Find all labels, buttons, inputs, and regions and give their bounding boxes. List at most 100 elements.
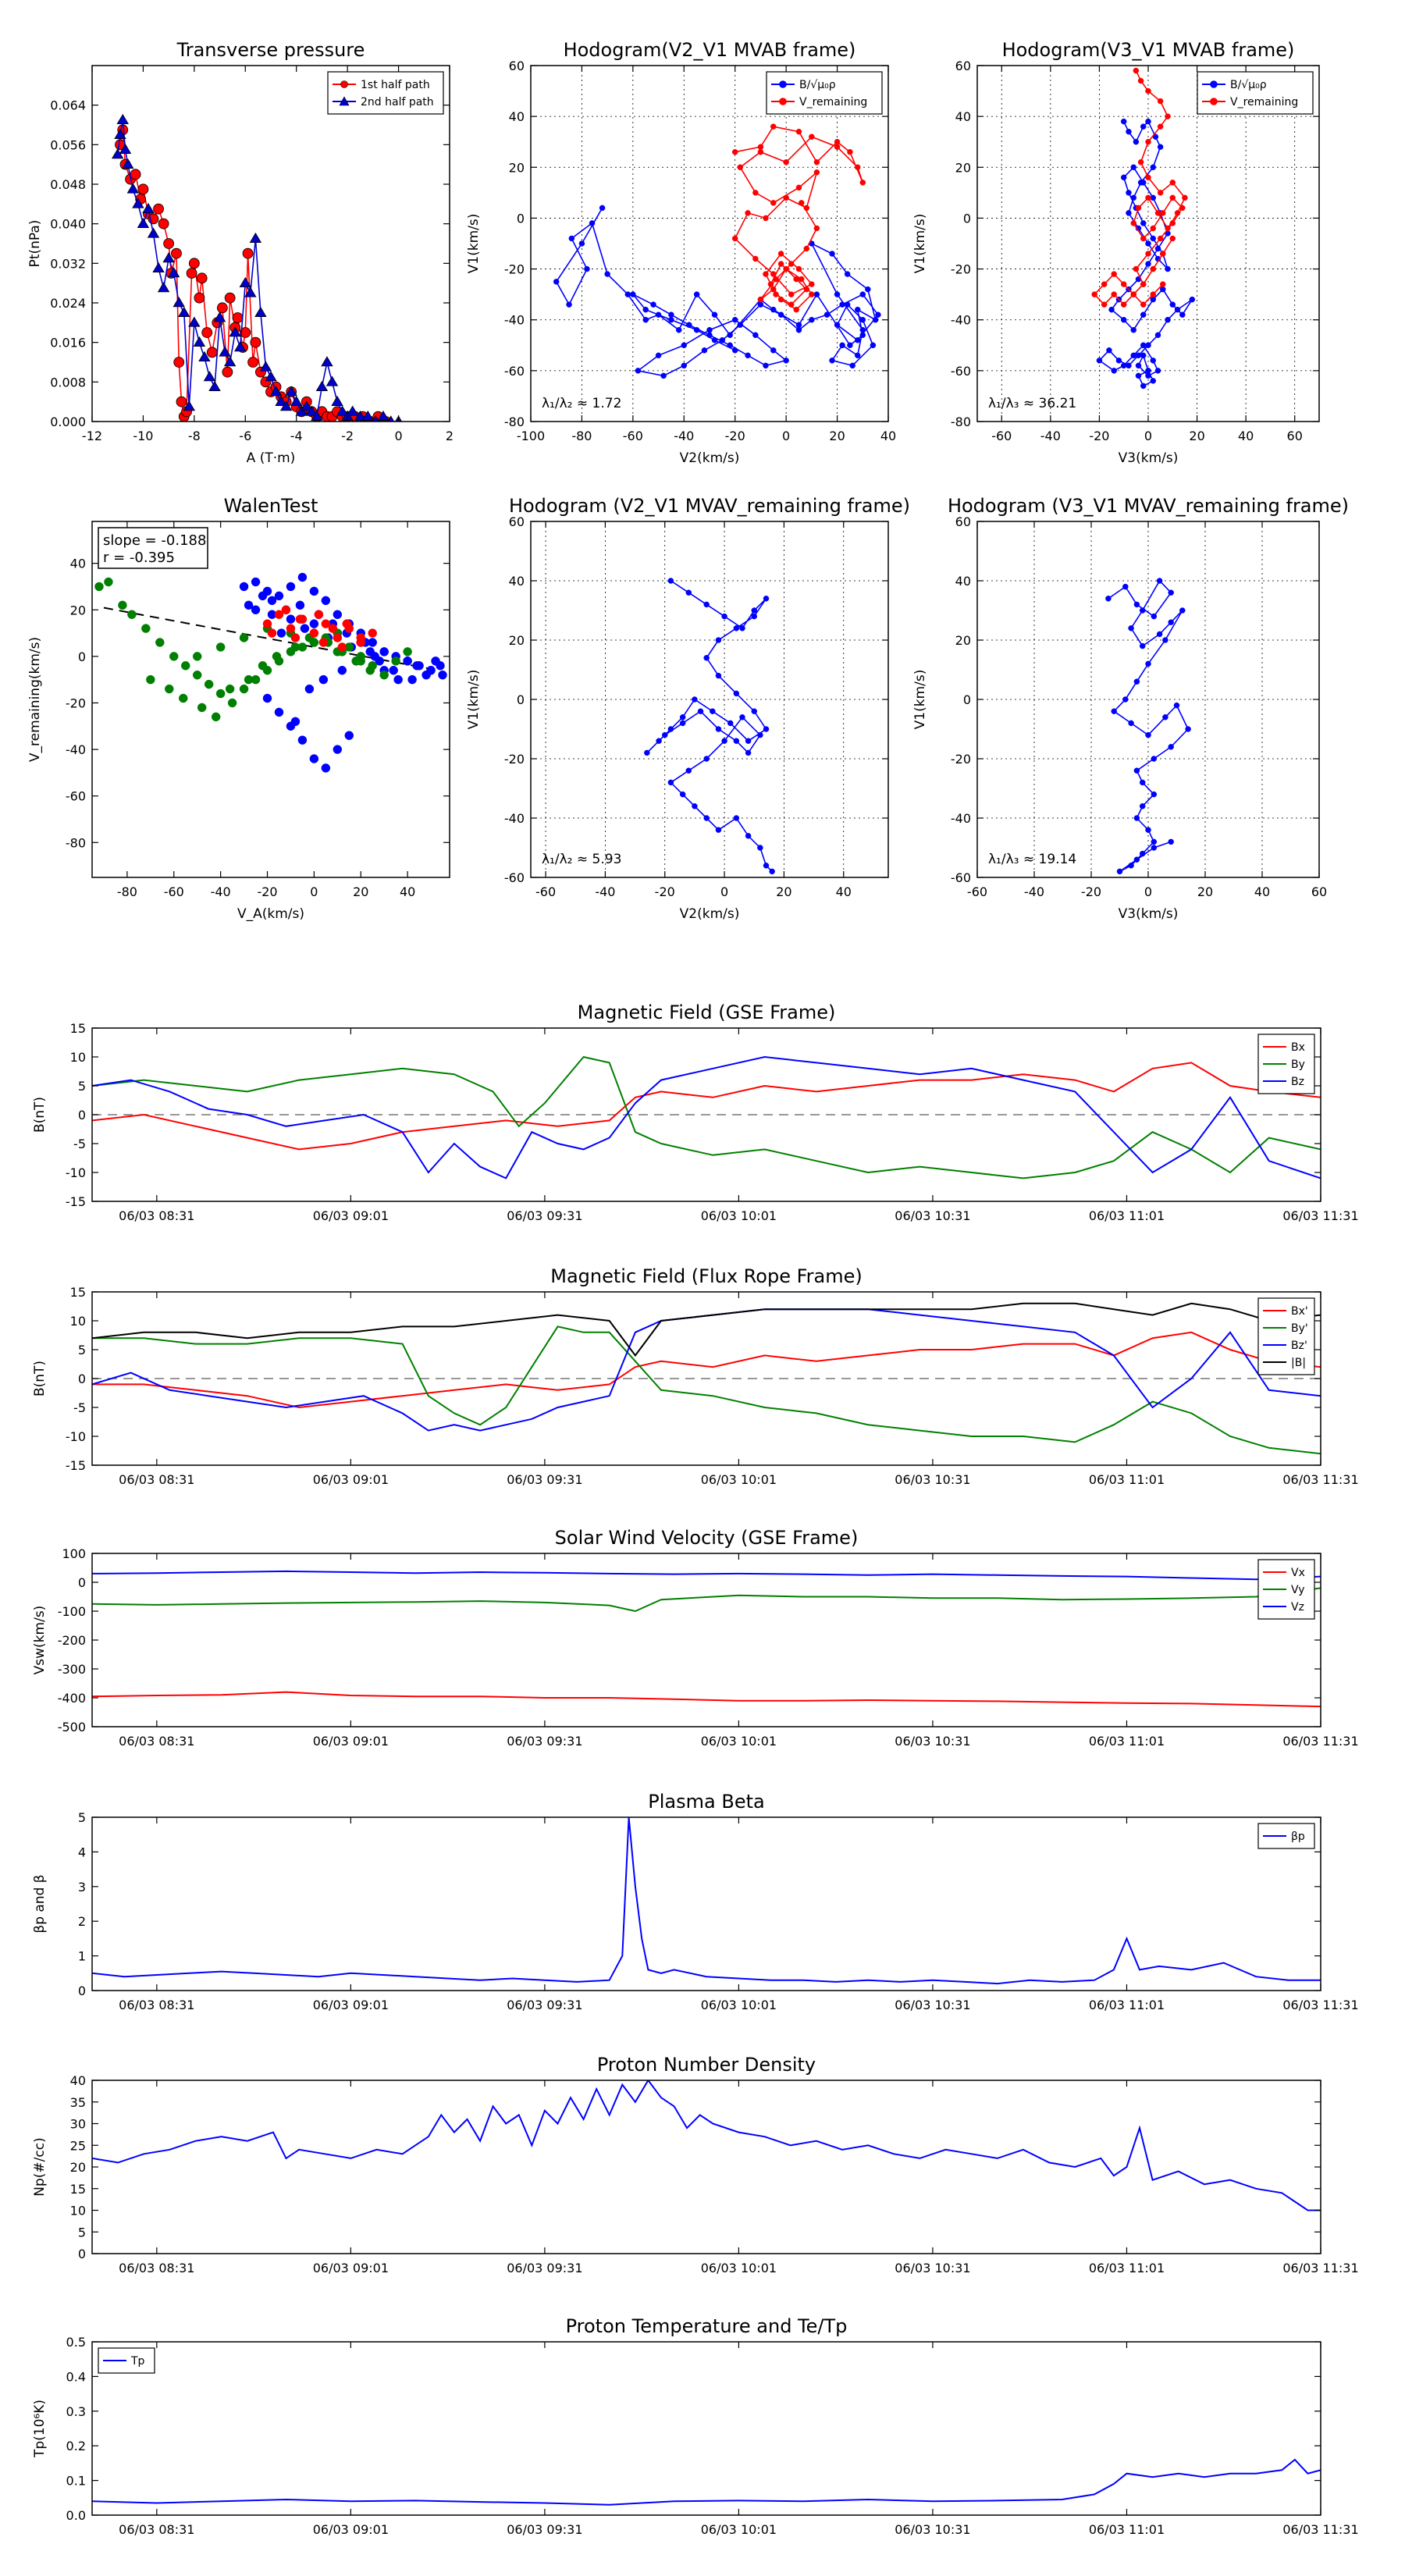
y-tick-label: 40 [955,574,971,589]
data-point [290,395,303,406]
x-tick-label: 06/03 10:31 [895,1208,970,1223]
data-point [1160,286,1166,293]
data-point [692,696,698,703]
x-tick-label: 06/03 10:31 [895,2522,970,2537]
data-point [681,342,688,349]
data-point [1154,210,1161,216]
data-point [269,386,283,397]
y-tick-label: 5 [78,1810,86,1825]
y-axis-label: V1(km/s) [912,670,928,730]
data-point [745,749,752,756]
data-point [1140,311,1147,318]
data-point [1145,342,1151,349]
x-tick-label: 06/03 09:31 [507,1208,582,1223]
y-tick-label: 0 [78,1984,86,1998]
y-tick-label: 10 [70,1050,86,1065]
data-point [1140,220,1147,226]
x-tick-label: -100 [517,429,545,443]
data-point [703,655,710,661]
data-point [201,327,213,338]
x-tick-label: 06/03 11:31 [1282,1472,1358,1487]
fit-line [103,607,432,670]
ratio-annotation: λ₁/λ₃ ≈ 36.21 [988,396,1076,411]
chart-11: Proton Number Density 06/03 08:31 06/03 09… [32,2054,1359,2275]
x-tick-label: 06/03 09:01 [313,1208,389,1223]
y-tick-label: 0.2 [66,2439,86,2453]
data-point [297,572,308,582]
x-tick-label: 06/03 10:31 [895,2261,970,2275]
axes-frame [91,2341,1321,2516]
data-point [142,202,155,213]
data-point [1111,368,1117,374]
data-point [223,356,237,367]
data-point [318,674,329,685]
chart-title: Transverse pressure [176,39,365,61]
data-point [265,371,277,382]
data-point [803,245,810,252]
x-tick-label: 06/03 10:01 [701,1998,777,2012]
data-point [770,306,777,313]
series-line [92,1817,1321,1985]
data-point [681,362,688,369]
data-point [193,336,206,347]
data-point [377,410,389,421]
data-point [1154,332,1161,339]
y-axis-label: Np(#/cc) [32,2137,48,2196]
x-tick-label: 06/03 08:31 [119,2261,194,2275]
data-point [1160,210,1166,216]
series-line [92,1325,1321,1455]
y-tick-label: -80 [951,415,971,429]
data-point [675,326,682,333]
data-point [130,169,141,180]
chart-title: Magnetic Field (GSE Frame) [578,1002,836,1023]
data-point [847,148,853,155]
x-tick-label: 20 [829,429,845,443]
data-point [865,286,871,293]
data-point [668,311,674,318]
data-point [644,749,650,756]
x-tick-label: 06/03 08:31 [119,1472,194,1487]
data-point [379,670,389,680]
data-point [1140,123,1147,130]
chart-title: Hodogram (V3_V1 MVAV_remaining frame) [948,495,1349,517]
data-point [325,375,339,386]
data-point [1115,358,1122,364]
chart-title: Proton Temperature and Te/Tp [566,2315,848,2337]
x-tick-label: -2 [341,429,354,443]
data-point [1157,98,1164,105]
data-point [262,693,272,703]
data-point [1179,311,1186,318]
fit-annotation-text: r = -0.395 [103,550,175,566]
data-point [1157,190,1164,196]
data-point [206,347,218,358]
y-tick-label: 0.4 [66,2369,86,2384]
data-point [153,203,164,215]
data-point [715,672,722,679]
chart-10: Plasma Beta 06/03 08:31 06/03 09:01 06/03 0… [32,1791,1359,2012]
y-tick-label: 0 [963,211,971,226]
x-tick-label: 06/03 11:01 [1089,2261,1165,2275]
data-point [757,296,764,303]
data-point [568,235,575,242]
x-tick-label: 0 [782,429,790,443]
x-tick-label: 06/03 11:01 [1089,1472,1165,1487]
data-point [141,624,151,633]
data-point [1140,352,1147,359]
data-point [208,380,221,391]
data-point [854,337,861,343]
data-point [173,297,185,308]
data-point [859,326,866,333]
data-point [1133,815,1140,821]
ratio-annotation: λ₁/λ₂ ≈ 5.93 [542,852,621,867]
data-point [309,619,319,628]
data-point [752,190,759,196]
data-point [122,158,134,169]
data-point [222,366,233,378]
y-tick-label: 40 [509,109,525,124]
data-point [829,251,835,257]
chart-title: Hodogram(V2_V1 MVAB frame) [564,39,856,61]
y-tick-label: 0.048 [50,177,86,192]
y-tick-label: -100 [58,1604,86,1619]
data-point [854,164,861,171]
y-tick-label: -300 [58,1662,86,1677]
